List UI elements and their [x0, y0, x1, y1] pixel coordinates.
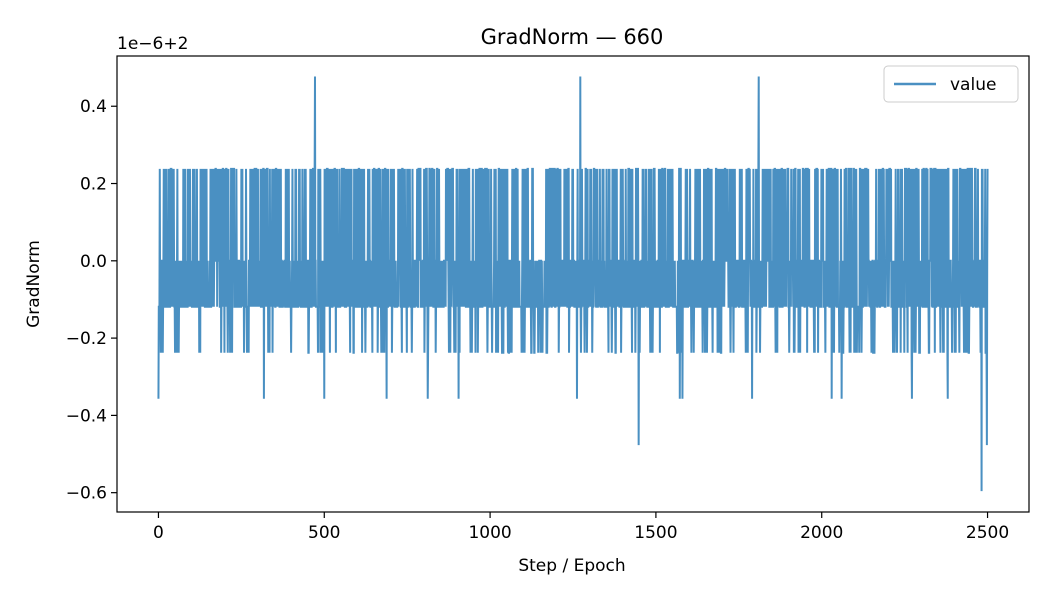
- y-tick-label: 0.0: [80, 252, 107, 272]
- y-tick-label: 0.4: [80, 97, 107, 117]
- chart-title: GradNorm — 660: [481, 25, 664, 49]
- legend: value: [883, 65, 1019, 103]
- x-tick-label: 1500: [634, 523, 677, 543]
- y-axis: −0.6 −0.4 −0.2 0.0 0.2 0.4: [66, 97, 117, 504]
- legend-box: [883, 65, 1019, 103]
- y-offset-label: 1e−6+2: [117, 34, 188, 54]
- x-tick-label: 0: [153, 523, 164, 543]
- x-axis: 0 500 1000 1500 2000 2500: [153, 512, 1009, 543]
- y-tick-label: −0.4: [66, 406, 107, 426]
- series-layer: [157, 76, 989, 492]
- x-tick-label: 1000: [468, 523, 511, 543]
- y-tick-label: −0.2: [66, 329, 107, 349]
- y-axis-label: GradNorm: [24, 240, 44, 328]
- x-tick-label: 500: [308, 523, 340, 543]
- legend-label-value: value: [950, 75, 996, 95]
- x-tick-label: 2000: [800, 523, 843, 543]
- plot-area: [157, 76, 989, 492]
- series-line-value: [157, 76, 989, 492]
- y-tick-label: 0.2: [80, 175, 107, 195]
- plot-frame: [116, 55, 1030, 513]
- x-tick-label: 2500: [966, 523, 1009, 543]
- x-axis-label: Step / Epoch: [518, 556, 625, 576]
- y-tick-label: −0.6: [66, 484, 107, 504]
